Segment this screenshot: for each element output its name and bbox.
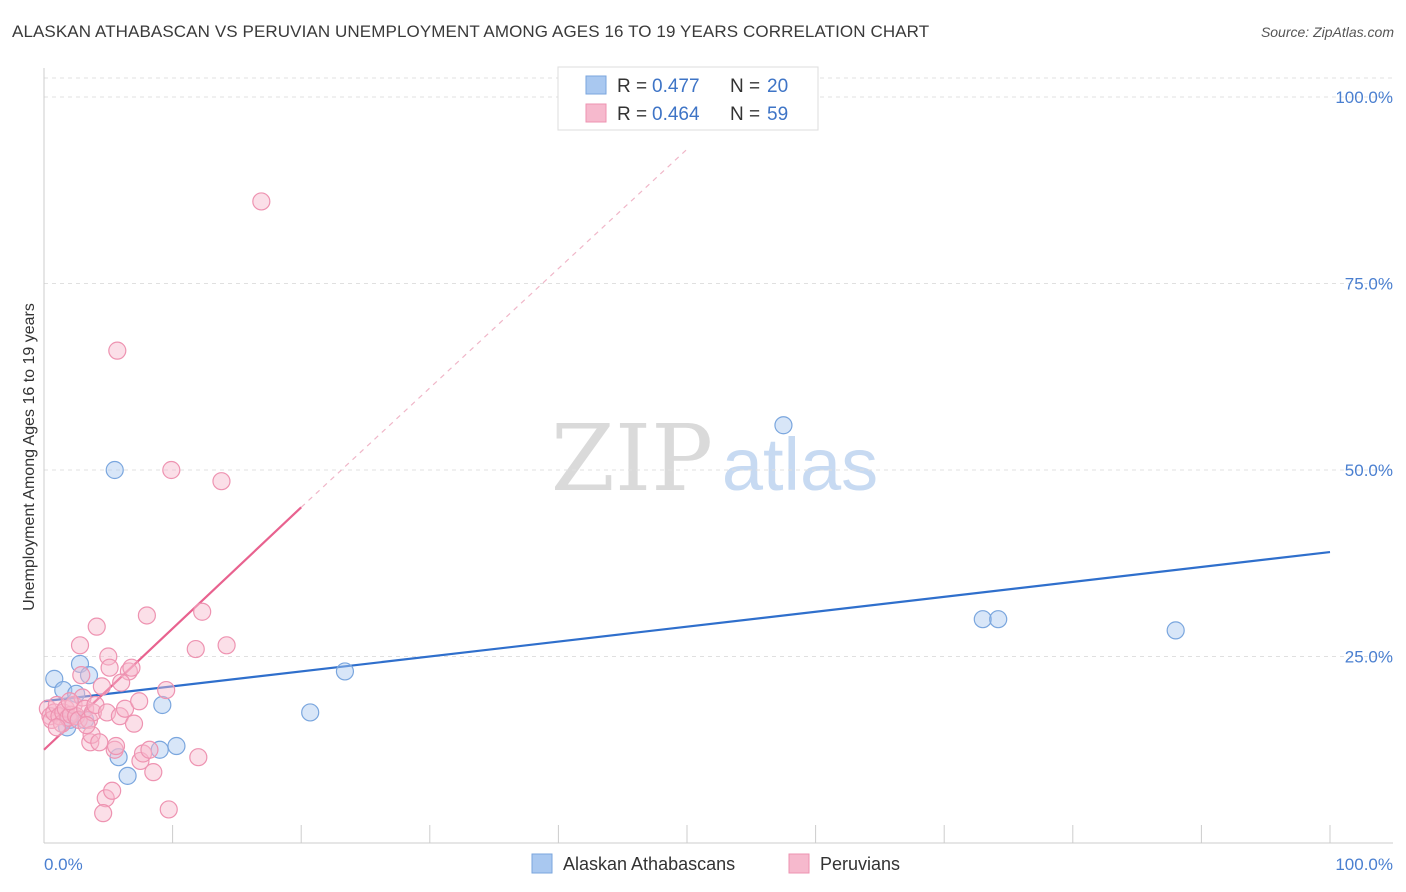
point-pink-50 bbox=[189, 748, 208, 767]
legend-n-label-pink: N = bbox=[730, 104, 760, 125]
point-pink-42 bbox=[130, 692, 149, 711]
point-pink-51 bbox=[193, 602, 212, 621]
series-legend: Alaskan Athabascans Peruvians bbox=[531, 853, 900, 874]
point-pink-23 bbox=[87, 617, 106, 636]
y-tick-label-50: 50.0% bbox=[1345, 461, 1393, 480]
legend-swatch-peruvians bbox=[788, 853, 810, 874]
point-pink-14 bbox=[70, 636, 90, 655]
point-pink-26 bbox=[96, 789, 115, 808]
point-blue-12 bbox=[153, 695, 172, 715]
y-tick-label-100: 100.0% bbox=[1335, 88, 1393, 107]
legend-swatch-alaskan-athabascans bbox=[531, 853, 553, 874]
axes bbox=[43, 68, 1393, 844]
data-points bbox=[38, 192, 1185, 823]
point-pink-53 bbox=[217, 636, 236, 655]
point-pink-45 bbox=[137, 606, 156, 625]
point-pink-47 bbox=[159, 800, 178, 819]
trend-line-pink bbox=[43, 506, 302, 751]
point-pink-38 bbox=[122, 658, 141, 677]
point-pink-52 bbox=[212, 472, 231, 491]
point-pink-48 bbox=[162, 460, 181, 480]
point-pink-54 bbox=[252, 192, 271, 211]
trend-lines bbox=[43, 148, 1331, 751]
y-tick-labels: 25.0% 50.0% 75.0% 100.0% bbox=[1335, 88, 1393, 667]
legend-label-alaskan-athabascans: Alaskan Athabascans bbox=[563, 854, 735, 874]
legend-n-label-blue: N = bbox=[730, 76, 760, 97]
point-pink-24 bbox=[90, 733, 109, 752]
watermark-zip: ZIP bbox=[551, 405, 713, 512]
point-blue-10 bbox=[118, 766, 137, 785]
point-blue-14 bbox=[301, 703, 320, 722]
point-blue-7 bbox=[79, 666, 99, 685]
legend-swatch-pink bbox=[585, 103, 607, 123]
point-pink-49 bbox=[186, 639, 205, 659]
point-blue-18 bbox=[989, 610, 1008, 629]
chart-title: ALASKAN ATHABASCAN VS PERUVIAN UNEMPLOYM… bbox=[12, 22, 930, 41]
point-pink-55 bbox=[47, 718, 66, 737]
legend-label-peruvians: Peruvians bbox=[820, 854, 900, 874]
point-pink-58 bbox=[77, 716, 96, 735]
legend-r-value-blue: 0.477 bbox=[652, 76, 700, 97]
series-pink bbox=[38, 192, 271, 823]
x-tick-max: 100.0% bbox=[1335, 855, 1393, 874]
trend-line-blue bbox=[43, 550, 1331, 703]
point-pink-27 bbox=[94, 804, 113, 823]
point-pink-31 bbox=[103, 781, 122, 800]
point-blue-16 bbox=[774, 416, 793, 435]
point-pink-57 bbox=[112, 673, 131, 692]
y-axis-label: Unemployment Among Ages 16 to 19 years bbox=[21, 303, 38, 611]
point-blue-15 bbox=[335, 662, 355, 681]
legend-n-value-blue: 20 bbox=[767, 76, 788, 97]
point-pink-44 bbox=[144, 763, 163, 782]
point-pink-39 bbox=[124, 714, 144, 733]
legend-r-value-pink: 0.464 bbox=[652, 104, 700, 125]
point-pink-33 bbox=[106, 736, 126, 756]
point-pink-15 bbox=[72, 666, 91, 685]
point-pink-20 bbox=[82, 725, 101, 744]
point-pink-36 bbox=[115, 699, 135, 718]
point-pink-30 bbox=[100, 658, 119, 677]
source-credit: Source: ZipAtlas.com bbox=[1260, 24, 1394, 40]
point-pink-43 bbox=[140, 740, 159, 759]
stats-legend: R = 0.477 N = 20 R = 0.464 N = 59 bbox=[557, 66, 819, 131]
point-blue-13 bbox=[167, 736, 186, 756]
point-blue-17 bbox=[973, 610, 992, 629]
point-blue-19 bbox=[1166, 621, 1185, 640]
point-pink-46 bbox=[157, 680, 176, 700]
gridlines bbox=[44, 77, 1393, 657]
legend-r-label-blue: R = bbox=[617, 76, 647, 97]
trend-line-pink-extrapolated bbox=[300, 148, 688, 508]
watermark-atlas: atlas bbox=[722, 423, 878, 506]
point-pink-56 bbox=[60, 692, 79, 711]
point-pink-25 bbox=[92, 677, 111, 696]
legend-n-value-pink: 59 bbox=[767, 104, 788, 125]
legend-swatch-blue bbox=[585, 75, 607, 95]
y-tick-label-25: 25.0% bbox=[1345, 648, 1393, 667]
point-blue-8 bbox=[105, 460, 124, 480]
point-pink-34 bbox=[108, 341, 127, 360]
y-tick-label-75: 75.0% bbox=[1345, 275, 1393, 294]
x-tick-min: 0.0% bbox=[44, 855, 83, 874]
legend-r-label-pink: R = bbox=[617, 104, 647, 125]
